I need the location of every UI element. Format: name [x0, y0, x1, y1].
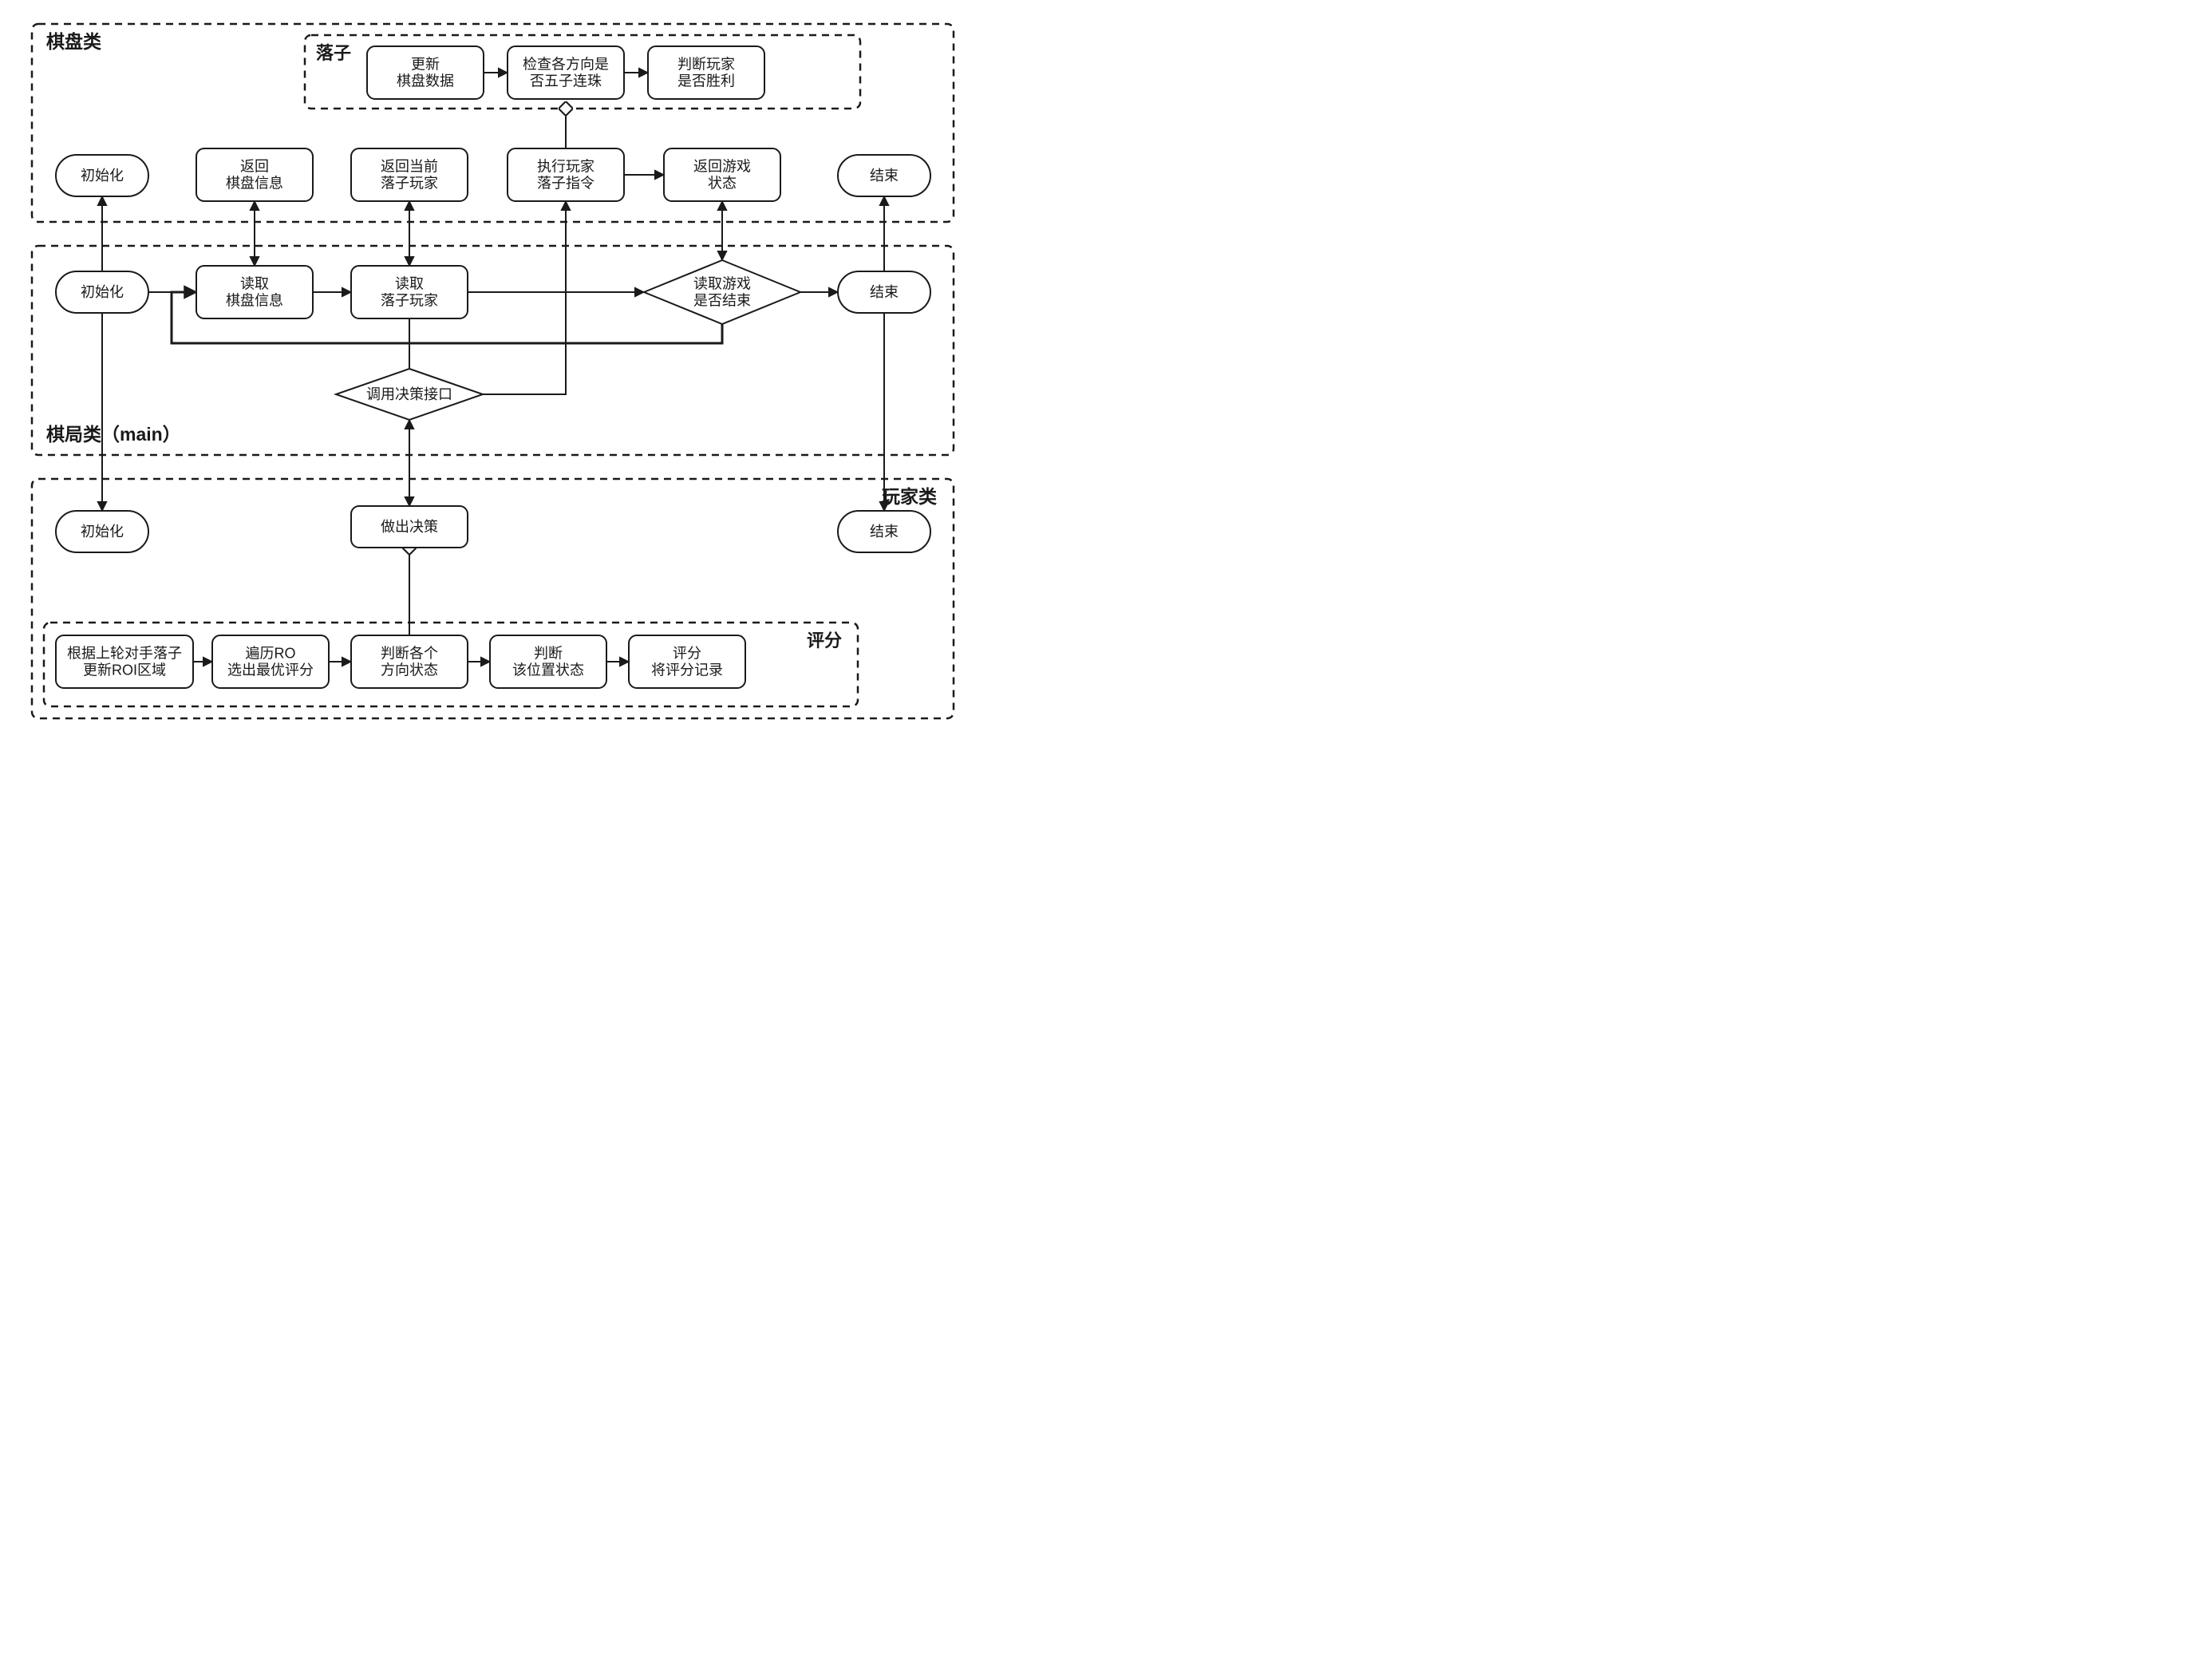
node-b_retCur: 返回当前落子玩家 [351, 148, 468, 201]
svg-text:方向状态: 方向状态 [381, 662, 438, 678]
node-p_end: 结束 [838, 511, 930, 552]
svg-text:返回当前: 返回当前 [381, 159, 438, 175]
node-g_callIF: 调用决策接口 [336, 369, 483, 420]
svg-text:读取: 读取 [395, 276, 424, 292]
svg-text:检查各方向是: 检查各方向是 [523, 57, 609, 73]
node-b_end: 结束 [838, 155, 930, 196]
node-b_init: 初始化 [56, 155, 148, 196]
svg-text:落子玩家: 落子玩家 [381, 293, 438, 309]
subsection-title-score: 评分 [807, 631, 842, 651]
svg-text:结束: 结束 [870, 524, 899, 540]
svg-text:初始化: 初始化 [81, 524, 124, 540]
svg-text:根据上轮对手落子: 根据上轮对手落子 [67, 646, 182, 662]
section-title-game: 棋局类（main） [46, 424, 181, 445]
node-g_init: 初始化 [56, 271, 148, 313]
flowchart-diagram: 棋盘类棋局类（main）玩家类落子评分初始化返回棋盘信息返回当前落子玩家执行玩家… [0, 0, 983, 741]
svg-text:棋盘信息: 棋盘信息 [226, 176, 283, 192]
svg-text:初始化: 初始化 [81, 284, 124, 300]
node-s_roi: 根据上轮对手落子更新ROI区域 [56, 635, 193, 688]
svg-text:判断各个: 判断各个 [381, 646, 438, 662]
node-p_init: 初始化 [56, 511, 148, 552]
node-g_readEnd: 读取游戏是否结束 [644, 260, 800, 324]
svg-text:更新: 更新 [411, 57, 440, 73]
svg-text:读取: 读取 [240, 276, 269, 292]
svg-text:将评分记录: 将评分记录 [651, 662, 723, 678]
svg-text:初始化: 初始化 [81, 168, 124, 184]
svg-text:落子指令: 落子指令 [537, 176, 594, 192]
node-s_pos: 判断该位置状态 [490, 635, 606, 688]
section-title-board: 棋盘类 [46, 31, 101, 52]
svg-text:返回: 返回 [240, 159, 269, 175]
svg-text:做出决策: 做出决策 [381, 519, 438, 535]
svg-text:更新ROI区域: 更新ROI区域 [83, 662, 166, 678]
node-g_readCur: 读取落子玩家 [351, 266, 468, 318]
node-d_judgeWin: 判断玩家是否胜利 [648, 46, 764, 99]
svg-text:是否胜利: 是否胜利 [677, 73, 735, 89]
svg-text:返回游戏: 返回游戏 [693, 159, 751, 175]
svg-text:棋盘数据: 棋盘数据 [397, 73, 454, 89]
node-s_score: 评分将评分记录 [629, 635, 745, 688]
section-title-player: 玩家类 [882, 486, 937, 507]
subsection-title-drop: 落子 [316, 43, 351, 63]
svg-text:结束: 结束 [870, 168, 899, 184]
svg-text:遍历RO: 遍历RO [246, 646, 296, 662]
svg-text:评分: 评分 [673, 646, 701, 662]
svg-text:调用决策接口: 调用决策接口 [366, 386, 452, 402]
svg-text:判断玩家: 判断玩家 [677, 57, 735, 73]
svg-text:执行玩家: 执行玩家 [537, 159, 594, 175]
svg-text:否五子连珠: 否五子连珠 [530, 73, 602, 89]
svg-text:棋盘信息: 棋盘信息 [226, 293, 283, 309]
svg-text:落子玩家: 落子玩家 [381, 176, 438, 192]
node-p_decide: 做出决策 [351, 506, 468, 548]
e-g-callif-exec [483, 201, 566, 394]
svg-text:状态: 状态 [708, 176, 737, 192]
node-s_ro: 遍历RO选出最优评分 [212, 635, 329, 688]
svg-text:是否结束: 是否结束 [693, 293, 751, 309]
node-b_exec: 执行玩家落子指令 [508, 148, 624, 201]
node-g_end: 结束 [838, 271, 930, 313]
node-b_retBoard: 返回棋盘信息 [196, 148, 313, 201]
node-d_check5: 检查各方向是否五子连珠 [508, 46, 624, 99]
node-s_dir: 判断各个方向状态 [351, 635, 468, 688]
svg-text:读取游戏: 读取游戏 [693, 276, 751, 292]
svg-text:判断: 判断 [534, 646, 563, 662]
nodes: 初始化返回棋盘信息返回当前落子玩家执行玩家落子指令返回游戏状态结束更新棋盘数据检… [56, 46, 930, 688]
section-board: 棋盘类 [32, 24, 954, 222]
node-g_readBoard: 读取棋盘信息 [196, 266, 313, 318]
svg-text:选出最优评分: 选出最优评分 [227, 662, 314, 678]
svg-text:该位置状态: 该位置状态 [512, 662, 584, 678]
section-game: 棋局类（main） [32, 246, 954, 455]
node-d_update: 更新棋盘数据 [367, 46, 484, 99]
svg-text:结束: 结束 [870, 284, 899, 300]
node-b_retState: 返回游戏状态 [664, 148, 780, 201]
